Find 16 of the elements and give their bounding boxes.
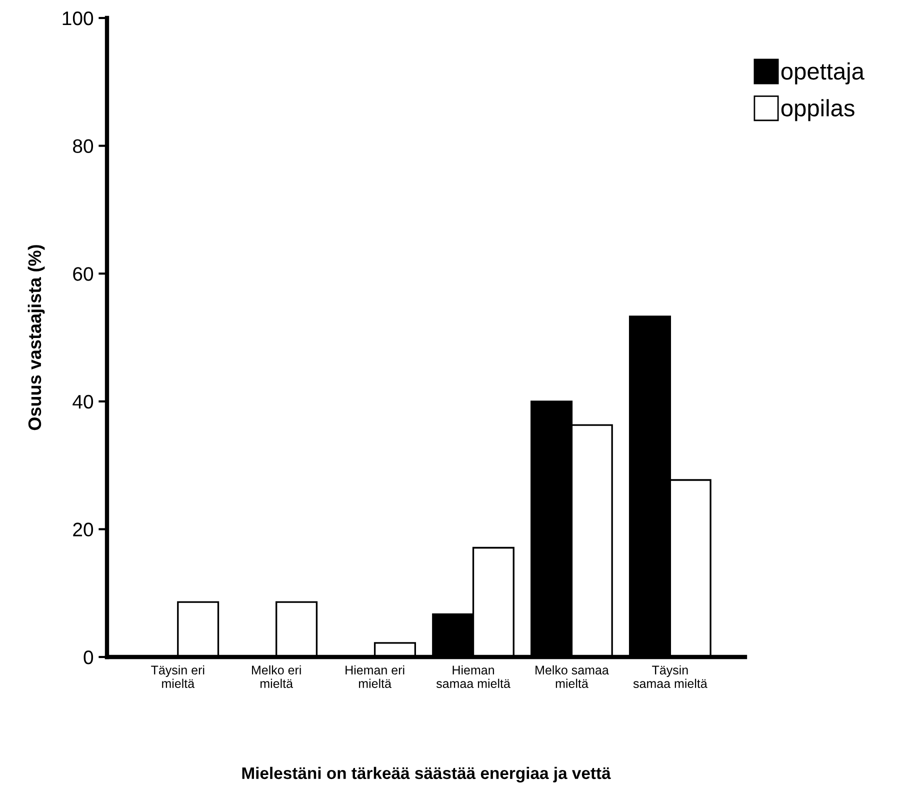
y-tick-label: 0 (84, 650, 94, 664)
x-tick-label: Melko samaa mieltä (536, 665, 609, 688)
legend-label: opettaja (781, 62, 864, 84)
x-tick-label: Melko eri mieltä (252, 665, 301, 688)
x-tick-label: Täysin samaa mieltä (633, 665, 708, 688)
y-tick-label: 40 (72, 394, 94, 409)
x-tick-label: Täysin eri mieltä (151, 665, 204, 688)
legend-label: oppilas (781, 99, 854, 122)
x-tick-label: Hieman samaa mieltä (436, 665, 510, 688)
y-axis-title: Osuus vastaajista (%) (28, 245, 45, 430)
y-tick-label: 60 (73, 267, 94, 281)
y-tick-label: 80 (73, 139, 94, 154)
x-tick-label: Hieman eri mieltä (346, 665, 404, 688)
y-tick-label: 20 (73, 522, 94, 536)
x-axis-title: Mielestäni on tärkeää säästää energiaa ja vettä (242, 766, 611, 782)
y-tick-label: 100 (62, 11, 94, 26)
